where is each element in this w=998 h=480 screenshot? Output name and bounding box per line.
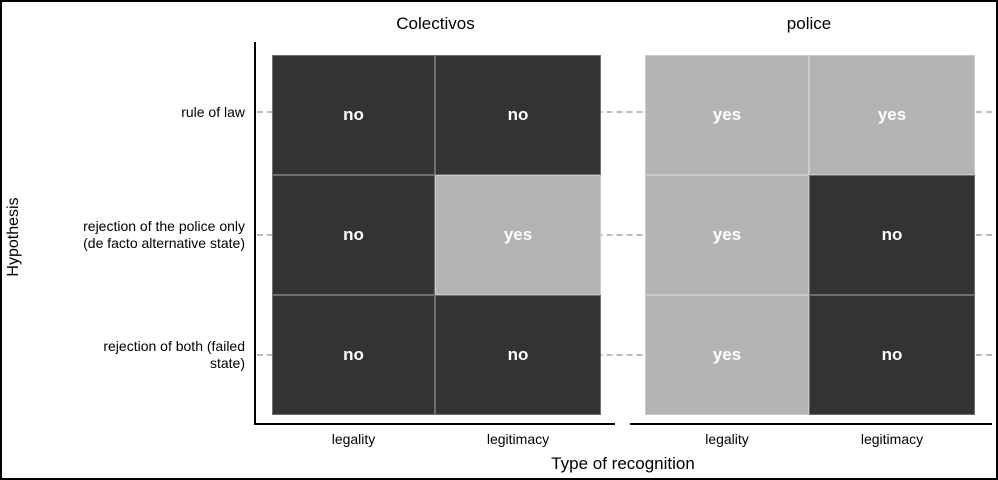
cell-police-rejectpolice-legitimacy: no: [809, 175, 975, 295]
facet-title-police: police: [786, 14, 832, 33]
y-tick-rule-of-law: rule of law: [181, 104, 245, 120]
dashed-gridline-row2: [257, 234, 992, 236]
x-tick-legitimacy-left: legitimacy: [486, 431, 550, 447]
cell-colectivos-rejectpolice-legitimacy: yes: [435, 175, 601, 295]
y-tick-rejection-police-only: rejection of the police only (de facto a…: [83, 218, 245, 251]
cell-police-rejectboth-legality: yes: [645, 295, 809, 415]
x-axis-title: Type of recognition: [551, 454, 695, 473]
cell-colectivos-rejectboth-legitimacy: no: [435, 295, 601, 415]
cell-colectivos-rejectboth-legality: no: [272, 295, 435, 415]
x-tick-legitimacy-right: legitimacy: [860, 431, 924, 447]
facet-title-colectivos: Colectivos: [396, 14, 475, 33]
x-tick-legality-right: legality: [705, 431, 749, 447]
y-tick-rejection-of-both: rejection of both (failed state): [103, 338, 245, 371]
dashed-gridline-row1: [257, 111, 992, 113]
dashed-gridline-row3: [257, 354, 992, 356]
x-tick-legality-left: legality: [331, 431, 376, 447]
x-axis-line-left-panel: [254, 423, 615, 425]
panel-police: yes yes yes no yes no: [645, 55, 975, 415]
cell-police-ruleoflaw-legality: yes: [645, 55, 809, 175]
cell-colectivos-rejectpolice-legality: no: [272, 175, 435, 295]
cell-police-rejectpolice-legality: yes: [645, 175, 809, 295]
cell-colectivos-ruleoflaw-legality: no: [272, 55, 435, 175]
cell-police-ruleoflaw-legitimacy: yes: [809, 55, 975, 175]
panel-colectivos: no no no yes no no: [272, 55, 601, 415]
y-axis-line: [254, 42, 256, 425]
x-axis-line-right-panel: [630, 423, 992, 425]
cell-colectivos-ruleoflaw-legitimacy: no: [435, 55, 601, 175]
cell-police-rejectboth-legitimacy: no: [809, 295, 975, 415]
